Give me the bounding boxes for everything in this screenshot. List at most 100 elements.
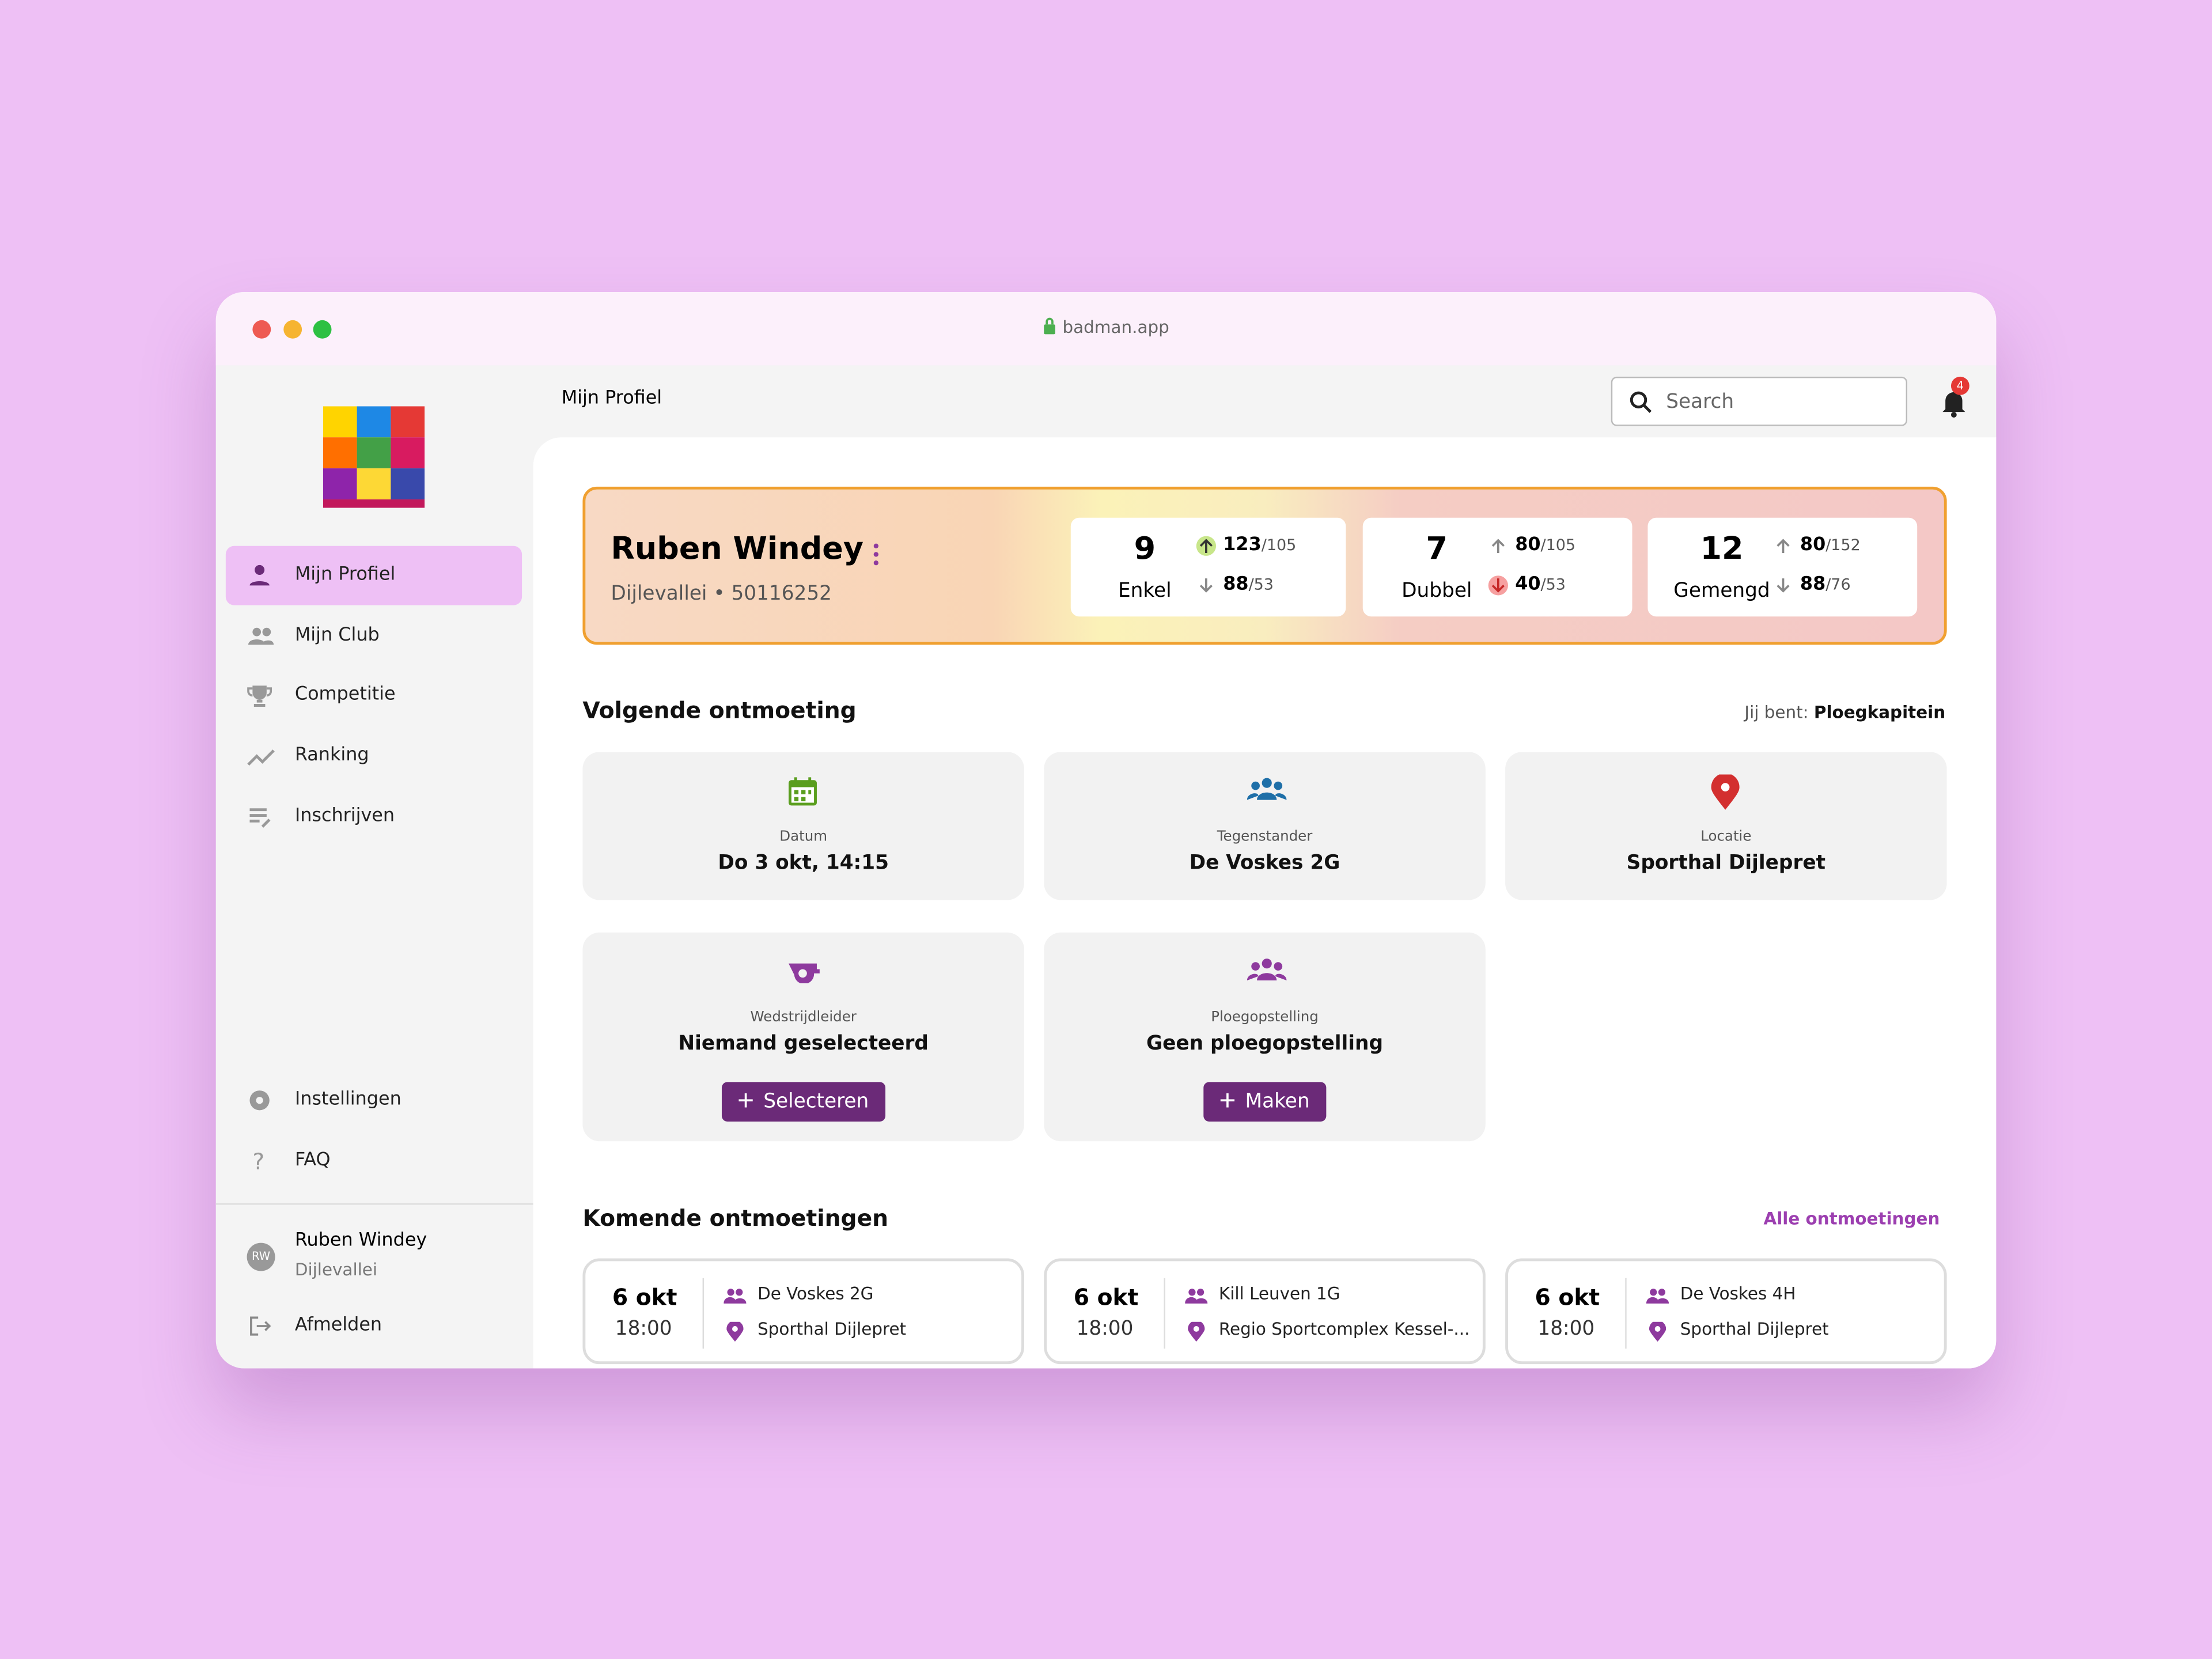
card-label: Locatie [1700, 830, 1752, 845]
up-of: /105 [1261, 536, 1297, 555]
upcoming-time: 18:00 [615, 1317, 672, 1340]
browser-window: badman.app RW Ruben Windey Dijlevallei A… [215, 291, 1997, 1369]
card-button[interactable]: Selecteren [721, 1082, 886, 1122]
stat-label: Gemengd [1673, 579, 1770, 603]
card-value: Do 3 okt, 14:15 [718, 852, 889, 875]
card-button[interactable]: Maken [1203, 1082, 1327, 1122]
down-of: /53 [1540, 575, 1566, 594]
stat-up: 123/105 [1196, 535, 1297, 556]
down-value: 88 [1800, 574, 1826, 596]
button-label: Selecteren [763, 1090, 869, 1113]
stat-up: 80/152 [1777, 535, 1861, 556]
upcoming-card[interactable]: 6 okt 18:00 Kill Leuven 1G Regio Sportcom… [1044, 1258, 1486, 1365]
card-label: Wedstrijdleider [750, 1010, 857, 1026]
role-value: Ploegkapitein [1813, 702, 1946, 722]
stat-box: 9 Enkel 123/105 88/53 [1070, 517, 1346, 617]
stat-label: Dubbel [1402, 579, 1472, 603]
more-icon[interactable] [872, 543, 880, 566]
down-value: 88 [1223, 574, 1249, 596]
stat-down: 40/53 [1488, 574, 1566, 596]
stat-up: 80/105 [1491, 535, 1576, 556]
separator [702, 1278, 704, 1349]
upcoming-location: Sporthal Dijlepret [757, 1319, 907, 1339]
upcoming-team: De Voskes 4H [1680, 1283, 1796, 1304]
upcoming-team: Kill Leuven 1G [1218, 1283, 1340, 1304]
upcoming-location: Sporthal Dijlepret [1680, 1319, 1829, 1339]
down-of: /53 [1248, 575, 1274, 594]
meeting-card: Tegenstander De Voskes 2G [1044, 752, 1486, 900]
meeting-card: Ploegopstelling Geen ploegopstelling Make… [1044, 932, 1486, 1142]
url[interactable]: badman.app [216, 317, 1997, 337]
title-bar: badman.app [215, 291, 1997, 366]
card-value: Niemand geselecteerd [678, 1032, 929, 1055]
upcoming-card[interactable]: 6 okt 18:00 De Voskes 2G Sporthal Dijlepr… [582, 1258, 1024, 1365]
svg-text:?: ? [252, 1149, 264, 1173]
upcoming-date: 6 okt [1535, 1283, 1600, 1311]
nav-label: Competitie [294, 684, 396, 706]
nav-item[interactable]: Inschrijven [226, 787, 522, 846]
down-of: /76 [1825, 575, 1851, 594]
up-value: 80 [1800, 535, 1826, 556]
nav-label: Mijn Club [294, 624, 380, 646]
nav-item[interactable]: Instellingen [226, 1071, 522, 1130]
nav-item[interactable]: ? FAQ [226, 1131, 522, 1190]
nav-label: Mijn Profiel [294, 564, 396, 586]
logout-label: Afmelden [294, 1315, 382, 1336]
stat-box: 7 Dubbel 80/105 40/53 [1362, 517, 1633, 617]
maximize-dot[interactable] [313, 320, 332, 339]
section-title: Volgende ontmoeting [582, 696, 857, 724]
section-title: Komende ontmoetingen [582, 1205, 889, 1232]
close-dot[interactable] [252, 320, 271, 339]
card-value: De Voskes 2G [1189, 852, 1340, 875]
nav-item[interactable]: Ranking [226, 726, 522, 786]
search-box[interactable]: Search [1611, 376, 1908, 426]
nav-item[interactable]: Mijn Profiel [225, 546, 522, 605]
upcoming-location: Regio Sportcomplex Kessel-... [1218, 1319, 1470, 1339]
user-club: Dijlevallei [294, 1259, 378, 1280]
down-value: 40 [1515, 574, 1541, 596]
stat-value: 12 [1700, 532, 1744, 567]
profile-name: Ruben Windey [611, 532, 863, 567]
separator [1625, 1278, 1627, 1349]
nav-label: Instellingen [294, 1089, 402, 1111]
stat-down: 88/76 [1777, 574, 1851, 596]
meeting-card: Locatie Sporthal Dijlepret [1505, 752, 1947, 900]
card-label: Tegenstander [1217, 830, 1313, 845]
logout[interactable]: Afmelden [226, 1297, 522, 1356]
notification-badge: 4 [1950, 376, 1969, 395]
nav-label: Ranking [294, 745, 369, 767]
page-title: Mijn Profiel [561, 388, 662, 410]
nav-label: Inschrijven [294, 805, 395, 827]
role-label: Jij bent: [1744, 702, 1809, 722]
upcoming-date: 6 okt [612, 1283, 677, 1311]
stat-value: 9 [1134, 532, 1156, 567]
nav-label: FAQ [294, 1149, 331, 1171]
card-value: Sporthal Dijlepret [1626, 852, 1826, 875]
meeting-card: Wedstrijdleider Niemand geselecteerd Sele… [582, 932, 1024, 1142]
stat-value: 7 [1426, 532, 1448, 567]
stat-label: Enkel [1118, 579, 1172, 603]
separator [1164, 1278, 1165, 1349]
upcoming-time: 18:00 [1076, 1317, 1134, 1340]
notifications[interactable]: 4 [1940, 376, 1974, 419]
all-meetings-link[interactable]: Alle ontmoetingen [1763, 1209, 1940, 1229]
up-of: /105 [1540, 536, 1576, 555]
upcoming-time: 18:00 [1537, 1317, 1595, 1340]
logo [323, 406, 425, 508]
button-label: Maken [1245, 1090, 1310, 1113]
card-label: Datum [779, 830, 828, 845]
upcoming-team: De Voskes 2G [757, 1283, 874, 1304]
card-label: Ploegopstelling [1211, 1010, 1319, 1026]
search-placeholder: Search [1666, 391, 1734, 414]
stat-box: 12 Gemengd 80/152 88/76 [1647, 517, 1918, 617]
nav-item[interactable]: Competitie [226, 666, 522, 726]
meeting-card: Datum Do 3 okt, 14:15 [582, 752, 1024, 900]
minimize-dot[interactable] [283, 320, 302, 339]
upcoming-date: 6 okt [1073, 1283, 1139, 1311]
nav-item[interactable]: Mijn Club [226, 606, 522, 665]
avatar: RW [247, 1243, 275, 1271]
role: Jij bent: Ploegkapitein [1744, 703, 1945, 722]
upcoming-card[interactable]: 6 okt 18:00 De Voskes 4H Sporthal Dijlepr… [1505, 1258, 1947, 1365]
